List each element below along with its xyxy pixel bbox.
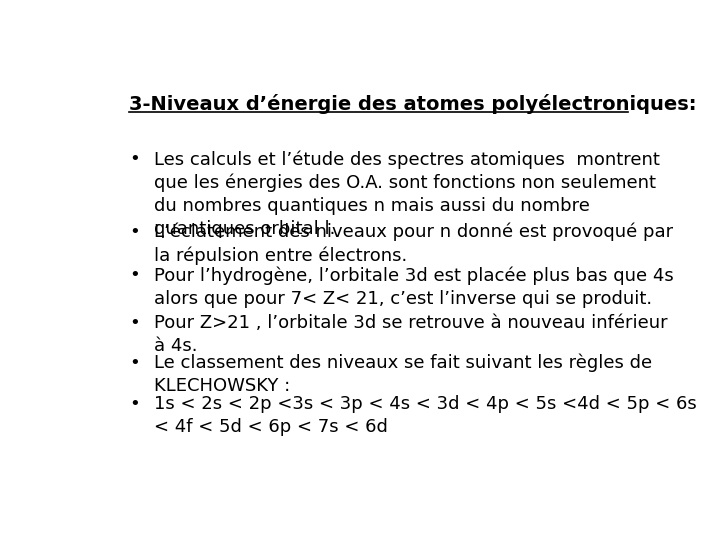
Text: •: • bbox=[129, 266, 140, 285]
Text: L’éclatement des niveaux pour n donné est provoqué par
la répulsion entre électr: L’éclatement des niveaux pour n donné es… bbox=[154, 223, 673, 265]
Text: Pour Z>21 , l’orbitale 3d se retrouve à nouveau inférieur
à 4s.: Pour Z>21 , l’orbitale 3d se retrouve à … bbox=[154, 314, 667, 355]
Text: •: • bbox=[129, 150, 140, 168]
Text: 3-Niveaux d’énergie des atomes polyélectroniques:: 3-Niveaux d’énergie des atomes polyélect… bbox=[129, 94, 696, 114]
Text: Les calculs et l’étude des spectres atomiques  montrent
que les énergies des O.A: Les calculs et l’étude des spectres atom… bbox=[154, 150, 660, 238]
Text: 1s < 2s < 2p <3s < 3p < 4s < 3d < 4p < 5s <4d < 5p < 6s
< 4f < 5d < 6p < 7s < 6d: 1s < 2s < 2p <3s < 3p < 4s < 3d < 4p < 5… bbox=[154, 395, 697, 436]
Text: •: • bbox=[129, 223, 140, 241]
Text: •: • bbox=[129, 395, 140, 413]
Text: Le classement des niveaux se fait suivant les règles de
KLECHOWSKY :: Le classement des niveaux se fait suivan… bbox=[154, 354, 652, 395]
Text: •: • bbox=[129, 354, 140, 372]
Text: •: • bbox=[129, 314, 140, 332]
Text: Pour l’hydrogène, l’orbitale 3d est placée plus bas que 4s
alors que pour 7< Z< : Pour l’hydrogène, l’orbitale 3d est plac… bbox=[154, 266, 674, 308]
